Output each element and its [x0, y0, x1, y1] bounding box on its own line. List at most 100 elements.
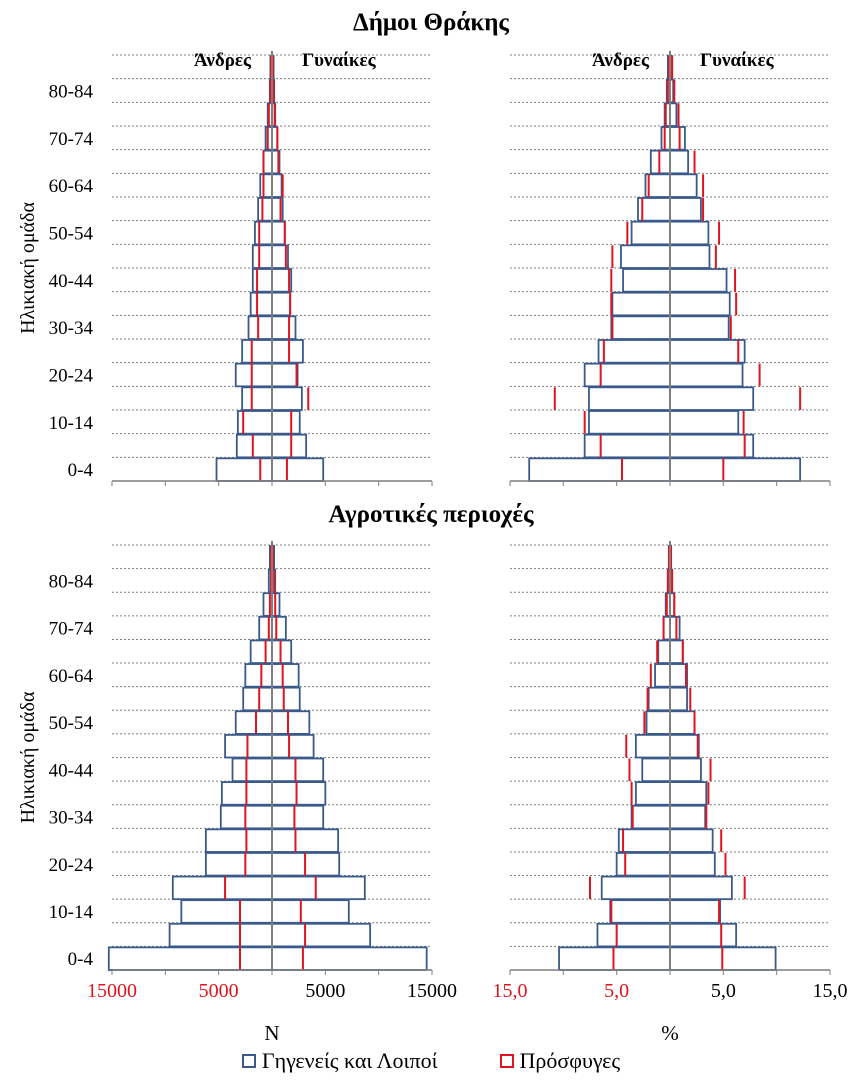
legend-swatch-native: [241, 1054, 256, 1068]
panel1-y-tick-label: 30-34: [49, 318, 94, 339]
panel3-y-tick-label: 60-64: [49, 666, 94, 687]
panel4-bar-native-female-25-29: [669, 828, 714, 853]
panel3-bar-native-male-55-59: [242, 686, 273, 712]
panel1-bar-native-male-15-19: [241, 386, 273, 411]
panel2-bar-native-male-65-69: [649, 149, 671, 175]
legend-label-native: Γηγενείς και Λοιποί: [261, 1048, 438, 1073]
panel2-bar-native-female-30-34: [669, 315, 730, 340]
panel2-bar-native-male-15-19: [588, 386, 671, 411]
panel2-bar-native-female-35-39: [669, 291, 731, 317]
panel2-bar-native-female-55-59: [669, 197, 702, 222]
panel3-x-tick-label: 15000: [407, 980, 457, 1002]
panel1-bar-native-female-0-4: [271, 457, 325, 482]
panel3-y-tick-label: 80-84: [49, 571, 94, 592]
panel2-bar-native-female-40-44: [669, 268, 728, 293]
panel2-bar-native-female-45-49: [669, 244, 711, 269]
x-axis-label-percent: %: [661, 1021, 679, 1040]
panel4-bar-native-female-45-49: [669, 733, 700, 759]
panel4-bar-native-female-30-34: [669, 804, 707, 830]
panel3-bar-native-male-70-74: [258, 615, 273, 641]
panel2-bar-native-female-20-24: [669, 362, 744, 388]
panel4-bar-native-female-70-74: [669, 615, 681, 641]
panel3-title: Αγροτικές περιοχές: [328, 501, 534, 528]
panel3-bar-native-female-25-29: [271, 828, 340, 853]
panel4-x-tick-label: 5,0: [711, 980, 736, 1002]
panel2-bar-native-female-65-69: [669, 149, 690, 175]
panel4-x-tick-label: 15,0: [493, 980, 528, 1002]
panel4-x-tick-label: 5,0: [604, 980, 629, 1002]
panel4-bar-native-female-40-44: [669, 757, 702, 783]
panel2-bar-native-female-15-19: [669, 386, 755, 411]
panel1-bar-native-male-25-29: [241, 339, 273, 364]
panel4-bar-native-male-50-54: [645, 710, 671, 735]
panel3-bar-native-female-5-9: [271, 922, 372, 948]
panel3-bar-native-female-15-19: [271, 875, 366, 901]
legend-swatch-refugee: [499, 1054, 514, 1068]
panel3-bar-native-male-30-34: [219, 804, 273, 830]
panel3-bar-native-male-45-49: [224, 733, 273, 759]
panel2-bar-native-female-50-54: [669, 220, 710, 246]
panel4-bar-native-female-20-24: [669, 852, 716, 877]
panel4-bar-native-female-60-64: [669, 663, 688, 688]
panel2-bar-native-male-30-34: [610, 315, 671, 340]
panel1-bar-native-female-25-29: [271, 339, 304, 364]
panel2-header-women: Γυναίκες: [700, 50, 775, 71]
population-pyramids-figure: Δήμοι Θράκης Άνδρες Γυναίκες 0-4 10-14 20-24 3…: [17, 9, 848, 1040]
panel1-y-tick-label: 60-64: [49, 176, 94, 197]
panel1-bar-native-male-60-64: [259, 173, 273, 198]
legend-item-refugee: Πρόσφυγες: [499, 1048, 620, 1074]
panel1-header-men: Άνδρες: [194, 50, 252, 71]
panel3-y-tick-label: 40-44: [49, 760, 94, 781]
panel2-bar-native-female-0-4: [669, 457, 802, 482]
panel3-bar-native-male-20-24: [204, 852, 273, 877]
panel1-header-women: Γυναίκες: [302, 50, 377, 71]
panel1-bar-native-female-35-39: [271, 291, 292, 317]
panel4-bar-native-male-5-9: [596, 922, 671, 948]
panel3-bar-native-male-40-44: [231, 757, 273, 783]
panel1-bar-native-female-50-54: [271, 220, 286, 246]
panel2-bar-native-female-10-14: [669, 410, 740, 435]
panel3-bar-native-male-60-64: [244, 663, 273, 688]
panel2-header-men: Άνδρες: [592, 50, 650, 71]
panel1-bar-native-female-20-24: [271, 362, 299, 388]
panel2-bar-native-female-70-74: [669, 126, 686, 151]
panel1-bar-native-female-10-14: [271, 410, 301, 435]
panel4-bar-native-male-10-14: [609, 899, 671, 924]
panel3-bar-native-female-30-34: [271, 804, 325, 830]
panel4-bar-native-male-25-29: [617, 828, 671, 853]
panel3-bar-native-male-15-19: [171, 875, 273, 901]
panel3-bar-native-female-65-69: [271, 639, 293, 664]
panel1-bar-native-female-30-34: [271, 315, 297, 340]
panel4-x-tick-label: 15,0: [813, 980, 848, 1002]
panel3-bar-native-male-65-69: [249, 639, 273, 664]
panel4-bar-native-male-30-34: [630, 804, 671, 830]
panel2-bar-native-female-25-29: [669, 339, 746, 364]
panel3-bar-native-female-70-74: [271, 615, 287, 641]
panel1-bar-native-female-5-9: [271, 433, 308, 459]
panel3-bar-native-female-45-49: [271, 733, 315, 759]
panel2-bar-native-male-45-49: [620, 244, 671, 269]
panel3-bar-native-female-0-4: [271, 946, 428, 971]
panel3-x-tick-label: 5000: [199, 980, 239, 1002]
panel1-y-tick-label: 80-84: [49, 82, 94, 103]
panel1-bar-native-male-35-39: [249, 291, 273, 317]
panel3-bar-native-male-5-9: [168, 922, 273, 948]
panel2-bar-native-male-40-44: [622, 268, 671, 293]
panel2-bar-native-male-5-9: [583, 433, 671, 459]
panel3-y-axis-label: Ηλικιακή ομάδα: [17, 691, 39, 823]
panel4-bar-native-male-55-59: [647, 686, 671, 712]
panel2-bar-native-male-35-39: [611, 291, 671, 317]
legend: Γηγενείς και Λοιποί Πρόσφυγες: [0, 1048, 862, 1074]
panel4-bar-native-male-0-4: [558, 946, 671, 971]
x-axis-label-count: N: [264, 1021, 279, 1040]
panel1-bar-native-male-5-9: [235, 433, 273, 459]
panel1-title: Δήμοι Θράκης: [353, 9, 509, 36]
panel1-y-tick-label: 70-74: [49, 129, 94, 150]
panel1-bar-native-male-55-59: [257, 197, 273, 222]
panel2-bar-native-male-0-4: [528, 457, 671, 482]
legend-item-native: Γηγενείς και Λοιποί: [241, 1048, 438, 1074]
panel1-bar-native-male-45-49: [251, 244, 273, 269]
panel2-bar-native-male-50-54: [630, 220, 671, 246]
panel3-y-tick-label: 10-14: [49, 902, 94, 923]
panel3-bar-native-male-10-14: [180, 899, 273, 924]
